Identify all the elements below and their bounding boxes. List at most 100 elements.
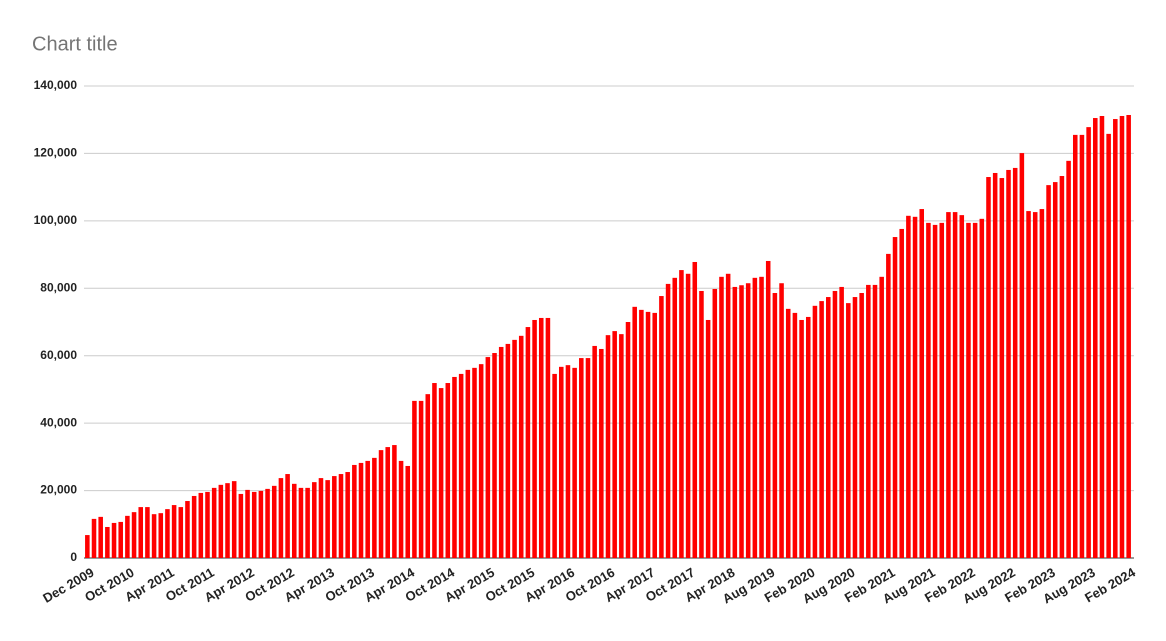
bar [445, 383, 451, 558]
bar [839, 286, 844, 558]
bar [1126, 114, 1131, 558]
bar [151, 514, 157, 558]
bar [559, 366, 564, 558]
bar [378, 450, 384, 558]
bar [145, 507, 150, 558]
bar [645, 311, 651, 558]
bar [872, 284, 878, 558]
bar [639, 309, 644, 558]
bar [185, 501, 190, 558]
bar [1072, 134, 1078, 558]
bar [105, 526, 110, 558]
bar [979, 218, 985, 558]
bar [665, 283, 671, 558]
bar [572, 367, 577, 558]
bar [1066, 160, 1071, 559]
bar [912, 216, 918, 558]
bar [926, 222, 931, 558]
bar [879, 276, 884, 558]
bar [1079, 134, 1085, 558]
bar [512, 339, 517, 558]
y-tick-label: 140,000 [34, 78, 78, 92]
bar [1032, 212, 1038, 558]
bar [425, 394, 431, 558]
bar [625, 322, 631, 558]
y-tick-label: 80,000 [40, 280, 77, 294]
bar [866, 284, 871, 558]
bar [178, 507, 184, 558]
bar [779, 283, 784, 558]
y-tick-label: 20,000 [40, 483, 77, 497]
bar [405, 465, 411, 558]
bar [852, 297, 858, 558]
y-tick-label: 100,000 [34, 213, 78, 227]
bar [832, 290, 838, 558]
bar [659, 296, 664, 558]
bar [325, 480, 330, 558]
bar [705, 319, 711, 558]
bar [385, 447, 390, 558]
bar [679, 270, 684, 558]
bar [472, 367, 477, 558]
bar [158, 513, 164, 558]
bar [999, 178, 1005, 559]
bar [1086, 127, 1091, 558]
bar [952, 212, 958, 558]
bar [432, 383, 437, 558]
bar [398, 460, 404, 558]
bar [518, 335, 524, 558]
bar [579, 358, 584, 558]
bar [805, 316, 811, 558]
bar [785, 308, 791, 558]
bar [632, 306, 637, 558]
bar [739, 285, 744, 558]
bar [1113, 119, 1118, 558]
bar [265, 488, 270, 558]
bar [91, 518, 97, 558]
bar [986, 177, 991, 558]
bar [111, 522, 117, 558]
bar [245, 489, 250, 558]
bar [1039, 209, 1045, 559]
y-tick-label: 60,000 [40, 348, 77, 362]
bar [525, 327, 531, 558]
bar [131, 512, 137, 558]
bar [752, 277, 758, 558]
bar [585, 358, 591, 558]
bar [85, 535, 90, 558]
bar [772, 293, 778, 558]
bar [799, 319, 804, 558]
bar [819, 301, 824, 558]
y-tick-label: 40,000 [40, 415, 77, 429]
bar [959, 215, 965, 558]
bar [592, 345, 597, 558]
bar [939, 222, 945, 558]
bar [886, 253, 891, 558]
bar [225, 483, 230, 558]
bar [972, 222, 978, 558]
bar [271, 485, 277, 558]
bar [492, 353, 497, 558]
bar [899, 228, 904, 558]
bar [498, 346, 504, 558]
y-tick-label: 0 [70, 550, 77, 564]
bar [98, 516, 103, 558]
bar [118, 521, 123, 558]
bar [165, 509, 170, 558]
bar [652, 312, 657, 558]
bar [545, 317, 551, 558]
bar [812, 305, 818, 558]
bar [505, 343, 511, 558]
bar [859, 293, 864, 558]
bar [478, 364, 484, 558]
bar [532, 319, 537, 558]
chart-title: Chart title [32, 33, 118, 55]
bar [792, 312, 798, 558]
bar [372, 457, 377, 558]
bar [458, 373, 464, 558]
bar [312, 482, 317, 558]
bar [725, 273, 731, 558]
bar [358, 462, 364, 558]
